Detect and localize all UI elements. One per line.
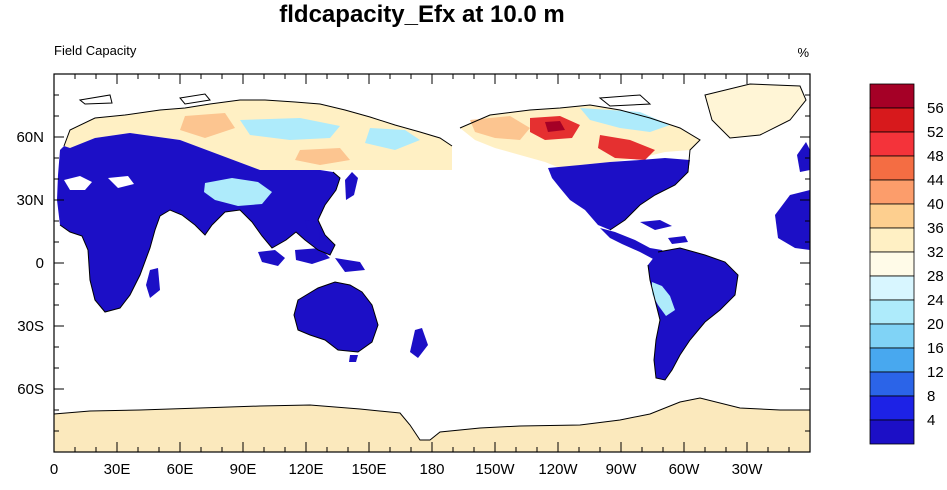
colorbar-label: 24 bbox=[927, 292, 944, 309]
australia-region bbox=[294, 282, 378, 352]
x-tick-labels: 0 30E 60E 90E 120E 150E 180 150W 120W 90W 60W 30W bbox=[50, 461, 763, 478]
y-tick-label: 30S bbox=[17, 318, 44, 335]
x-tick-label: 120E bbox=[288, 461, 323, 478]
colorbar-box bbox=[869, 395, 915, 421]
europe-edge-region bbox=[775, 190, 810, 250]
colorbar-box bbox=[869, 371, 915, 397]
x-tick-label: 90E bbox=[230, 461, 257, 478]
colorbar-label: 56 bbox=[927, 100, 944, 117]
na-orange-region bbox=[470, 116, 530, 140]
x-tick-label: 150E bbox=[351, 461, 386, 478]
colorbar-label: 8 bbox=[927, 388, 935, 405]
colorbar-box bbox=[869, 251, 915, 277]
axis-ticks bbox=[53, 73, 811, 453]
tasmania-region bbox=[349, 355, 358, 362]
colorbar-box bbox=[869, 107, 915, 133]
north-america bbox=[460, 105, 700, 260]
x-tick-label: 150W bbox=[475, 461, 515, 478]
nz-region bbox=[410, 328, 428, 358]
y-tick-label: 0 bbox=[36, 255, 44, 272]
colorbar bbox=[869, 83, 915, 445]
caribbean-region bbox=[640, 220, 688, 244]
x-tick-label: 120W bbox=[538, 461, 578, 478]
colorbar-box bbox=[869, 83, 915, 109]
colorbar-box bbox=[869, 275, 915, 301]
eu-orange2-region bbox=[295, 148, 350, 165]
colorbar-box bbox=[869, 419, 915, 445]
colorbar-label: 48 bbox=[927, 148, 944, 165]
x-tick-label: 0 bbox=[50, 461, 58, 478]
colorbar-label: 20 bbox=[927, 316, 944, 333]
colorbar-box bbox=[869, 155, 915, 181]
japan-region bbox=[345, 172, 358, 200]
x-tick-label: 90W bbox=[606, 461, 638, 478]
units-string: % bbox=[797, 45, 809, 60]
colorbar-box bbox=[869, 299, 915, 325]
colorbar-label: 36 bbox=[927, 220, 944, 237]
colorbar-label: 52 bbox=[927, 124, 944, 141]
colorbar-label: 44 bbox=[927, 172, 944, 189]
colorbar-box bbox=[869, 131, 915, 157]
na-blue-region bbox=[580, 108, 670, 132]
gap-1-region bbox=[64, 176, 92, 190]
uk-region bbox=[797, 142, 810, 172]
x-tick-label: 30W bbox=[732, 461, 764, 478]
central-am-region bbox=[600, 228, 668, 260]
x-tick-label: 180 bbox=[419, 461, 444, 478]
x-tick-label: 30E bbox=[104, 461, 131, 478]
eu-blue2-region bbox=[365, 128, 420, 150]
y-tick-label: 60N bbox=[16, 129, 44, 146]
y-tick-label: 60S bbox=[17, 381, 44, 398]
colorbar-box bbox=[869, 179, 915, 205]
madagascar-region bbox=[146, 268, 160, 298]
y-tick-label: 30N bbox=[16, 192, 44, 209]
colorbar-label: 28 bbox=[927, 268, 944, 285]
colorbar-label: 4 bbox=[927, 412, 935, 429]
colorbar-box bbox=[869, 323, 915, 349]
colorbar-labels: 56 52 48 44 40 36 32 28 24 20 16 12 8 4 bbox=[927, 100, 944, 429]
colorbar-label: 12 bbox=[927, 364, 944, 381]
s-america-region bbox=[648, 248, 738, 380]
antarctica-region bbox=[54, 398, 810, 452]
y-tick-labels: 60N 30N 0 30S 60S bbox=[16, 129, 44, 398]
colorbar-label: 32 bbox=[927, 244, 944, 261]
eu-orange-region bbox=[180, 113, 235, 138]
colorbar-box bbox=[869, 347, 915, 373]
left-string: Field Capacity bbox=[54, 43, 137, 58]
sea-islands-region bbox=[258, 220, 365, 272]
x-tick-label: 60W bbox=[669, 461, 701, 478]
x-tick-label: 60E bbox=[167, 461, 194, 478]
tibet-region bbox=[204, 178, 272, 206]
colorbar-box bbox=[869, 203, 915, 229]
eu-blue1-region bbox=[240, 118, 340, 140]
map-panel bbox=[53, 73, 811, 453]
na-dark-region bbox=[545, 121, 565, 132]
gap-2-region bbox=[108, 176, 134, 188]
na-red2-region bbox=[598, 135, 655, 160]
eurasia-tundra bbox=[64, 100, 452, 170]
na-dry-region bbox=[548, 158, 690, 230]
andes-light-region bbox=[652, 282, 675, 316]
colorbar-box bbox=[869, 227, 915, 253]
colorbar-label: 40 bbox=[927, 196, 944, 213]
colorbar-label: 16 bbox=[927, 340, 944, 357]
plot-title: fldcapacity_Efx at 10.0 m bbox=[279, 1, 564, 28]
